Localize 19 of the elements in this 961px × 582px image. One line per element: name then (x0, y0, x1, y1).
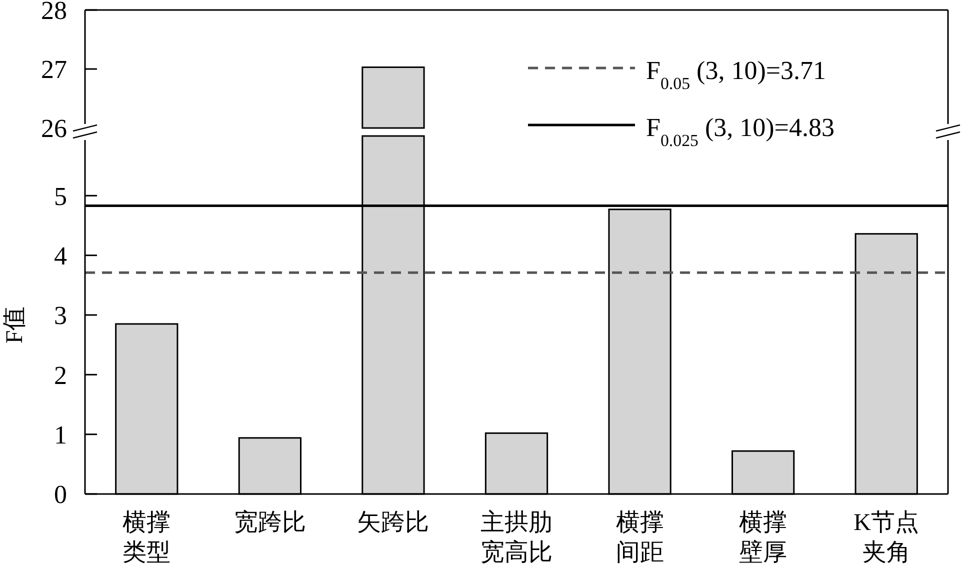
x-tick-label: 横撑类型 (122, 510, 171, 566)
y-tick-label: 28 (41, 0, 67, 26)
x-tick-label: 横撑间距 (616, 510, 664, 566)
x-tick-label: 宽跨比 (234, 509, 306, 536)
x-tick-label: 横撑壁厚 (739, 510, 788, 566)
y-tick-label: 4 (54, 241, 67, 270)
x-tick-label: 主拱肋宽高比 (480, 509, 552, 566)
y-axis-title: F值 (2, 306, 28, 344)
legend-label: F$_{0.05}$(3, 10)=3.71 (646, 56, 826, 92)
x-tick-label: 矢跨比 (357, 510, 430, 536)
y-tick-label: 3 (54, 301, 67, 330)
y-tick-label: 1 (54, 420, 67, 450)
y-tick-label: 26 (41, 114, 67, 144)
x-tick-label: K节点夹角 (854, 510, 920, 566)
y-tick-label: 5 (54, 182, 67, 211)
y-tick-label: 2 (54, 360, 67, 390)
y-tick-label: 27 (41, 55, 67, 84)
legend-label: F$_{0.025}$(3, 10)=4.83 (646, 113, 834, 150)
y-tick-label: 0 (54, 480, 67, 510)
